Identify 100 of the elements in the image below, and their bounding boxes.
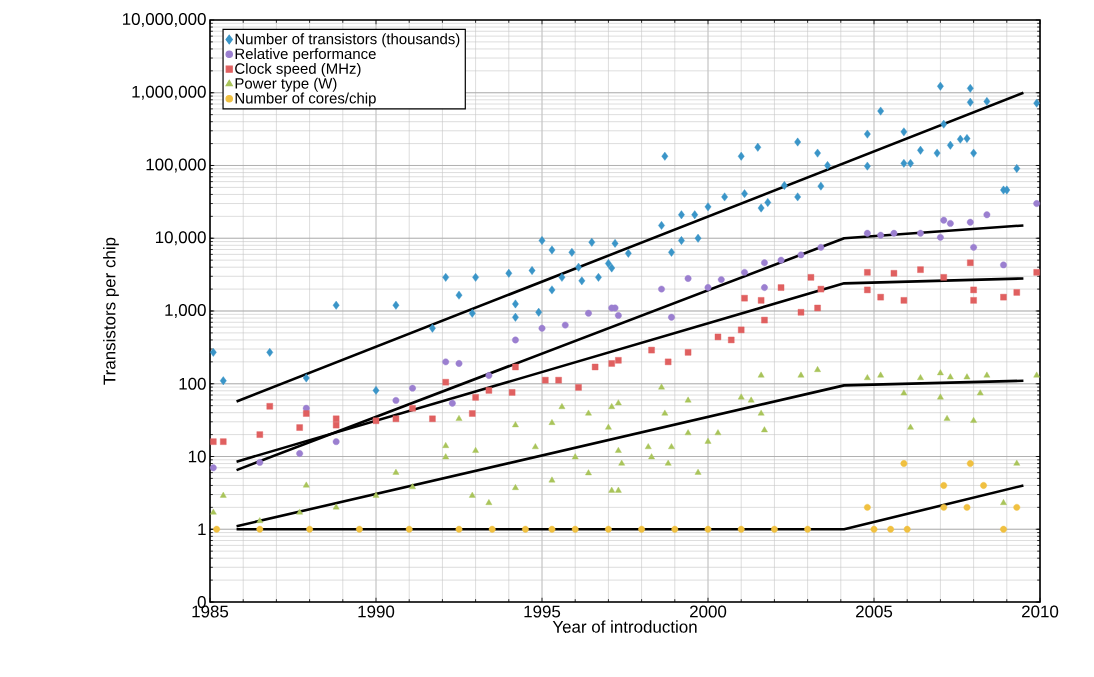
legend-label: Relative performance (235, 48, 376, 63)
point (585, 309, 592, 317)
point (332, 438, 340, 446)
point (638, 525, 645, 533)
point (903, 525, 911, 533)
y-tick-label: 100 (179, 377, 206, 390)
point (714, 333, 722, 341)
point (303, 410, 310, 417)
point (442, 358, 450, 366)
point (455, 525, 463, 533)
point (256, 431, 263, 438)
point (741, 268, 748, 276)
point (332, 421, 340, 429)
point (741, 295, 748, 302)
point (256, 459, 264, 466)
point (761, 259, 768, 267)
point (1000, 525, 1007, 533)
point (213, 525, 221, 533)
point (777, 256, 785, 264)
point (797, 251, 805, 259)
y-tick-label: 10,000,000 (123, 13, 206, 27)
point (966, 218, 974, 226)
point (658, 285, 665, 293)
point (442, 379, 449, 386)
point (940, 216, 948, 224)
point (814, 304, 821, 312)
point (717, 276, 725, 283)
point (940, 503, 948, 511)
x-tick-label: 2000 (690, 605, 727, 618)
point (608, 360, 615, 367)
point (306, 525, 313, 533)
point (704, 284, 712, 291)
point (615, 357, 622, 364)
point (940, 274, 947, 281)
point (671, 525, 679, 533)
point (817, 243, 825, 251)
point (864, 286, 871, 294)
point (684, 275, 692, 282)
point (392, 415, 400, 422)
point (266, 403, 273, 410)
point (1033, 200, 1041, 207)
point (863, 229, 871, 237)
point (614, 312, 622, 319)
point (372, 417, 380, 424)
point (970, 286, 977, 294)
point (1013, 503, 1021, 511)
point (887, 525, 894, 533)
y-axis-title: Transistors per chip (103, 237, 119, 385)
legend-label: Power type (W) (235, 77, 337, 92)
point (870, 525, 878, 533)
point (1013, 289, 1020, 296)
point (256, 525, 264, 533)
point (209, 464, 217, 472)
point (738, 326, 745, 334)
point (664, 358, 672, 366)
point (946, 220, 954, 227)
point (575, 384, 582, 391)
point (807, 274, 815, 281)
point (704, 525, 712, 533)
point (605, 525, 612, 533)
point (1033, 269, 1040, 276)
point (522, 525, 529, 533)
y-tick-label: 1,000,000 (132, 85, 206, 100)
x-axis-title: Year of introduction (552, 620, 697, 633)
point (512, 363, 519, 371)
x-tick-label: 1995 (524, 605, 561, 618)
point (210, 438, 217, 445)
point (296, 424, 303, 431)
point (448, 399, 456, 407)
point (737, 525, 745, 533)
point (970, 297, 977, 304)
point (485, 372, 493, 379)
point (508, 389, 516, 396)
point (761, 284, 768, 291)
point (684, 349, 692, 356)
point (332, 415, 340, 422)
point (917, 266, 924, 273)
point (967, 259, 974, 266)
point (963, 503, 971, 511)
point (409, 405, 416, 412)
point (409, 384, 416, 392)
point (485, 387, 493, 394)
point (356, 525, 363, 533)
point (890, 270, 898, 277)
point (488, 525, 496, 533)
point (804, 525, 811, 533)
y-tick-label: 1,000 (165, 304, 206, 318)
point (571, 525, 579, 533)
point (538, 324, 546, 332)
point (472, 394, 479, 401)
point (940, 482, 948, 489)
point (917, 229, 924, 237)
point (761, 316, 768, 324)
y-tick-label: 10,000 (155, 231, 206, 246)
point (863, 503, 871, 511)
y-tick-label: 1 (198, 523, 206, 536)
point (296, 450, 304, 457)
point (970, 243, 977, 251)
point (1000, 293, 1007, 301)
point (548, 525, 556, 533)
